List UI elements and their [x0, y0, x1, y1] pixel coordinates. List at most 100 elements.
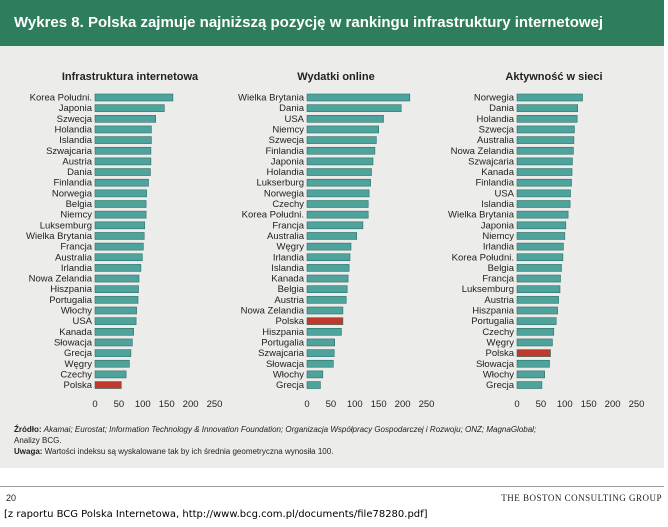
bar-belgia: [94, 200, 147, 208]
bar-islandia: [94, 136, 152, 144]
bar-szwecja: [516, 125, 575, 134]
category-label: Finlandia: [475, 178, 514, 189]
category-label: Nowa Zelandia: [451, 146, 515, 157]
category-label: Norwegia: [474, 93, 515, 104]
category-label: Korea Południ.: [452, 252, 514, 263]
category-label: Słowacja: [54, 337, 93, 348]
category-label: Wielka Brytania: [26, 231, 93, 242]
category-label: Portugalia: [261, 337, 304, 348]
x-tick-label: 0: [92, 399, 97, 410]
category-label: Wielka Brytania: [448, 210, 515, 221]
category-label: Czechy: [60, 369, 92, 380]
bar-słowacja: [94, 338, 133, 347]
category-label: Japonia: [271, 156, 305, 167]
category-label: Nowa Zelandia: [241, 306, 305, 317]
footnote-source-line: Źródło: Akamai; Eurostat; Information Te…: [14, 424, 654, 435]
bar-dania: [516, 104, 579, 112]
category-label: Słowacja: [266, 359, 305, 370]
bar-islandia: [516, 200, 571, 208]
bar-kanada: [94, 327, 135, 336]
x-tick-label: 100: [347, 399, 363, 410]
chart-title: Wykres 8. Polska zajmuje najniższą pozyc…: [14, 14, 604, 31]
bar-hiszpania: [516, 306, 558, 315]
category-label: Hiszpania: [472, 306, 514, 317]
category-label: Niemcy: [272, 124, 304, 135]
category-label: Islandia: [481, 199, 514, 210]
category-label: Grecja: [486, 380, 515, 391]
category-label: Szwecja: [57, 114, 93, 125]
bar-finlandia: [516, 178, 572, 187]
category-label: Finlandia: [265, 146, 304, 157]
bar-węgry: [516, 338, 553, 347]
category-label: Polska: [275, 316, 304, 327]
category-label: Hiszpania: [262, 327, 304, 338]
bar-finlandia: [306, 146, 376, 155]
category-label: Francja: [60, 242, 92, 253]
bar-niemcy: [306, 125, 379, 134]
bar-nowa-zelandia: [94, 274, 140, 283]
bar-francja: [306, 221, 364, 230]
category-label: USA: [284, 114, 304, 125]
category-label: Kanada: [271, 274, 304, 285]
source-text-2: Analizy BCG.: [14, 436, 62, 445]
footer-rule: [0, 486, 664, 487]
bar-grecja: [516, 381, 543, 389]
bar-islandia: [306, 264, 350, 272]
bar-czechy: [516, 327, 555, 336]
bar-belgia: [516, 264, 562, 272]
category-label: Czechy: [272, 199, 304, 210]
category-label: Holandia: [267, 167, 305, 178]
bar-nowa-zelandia: [306, 306, 344, 315]
x-tick-label: 250: [207, 399, 223, 410]
bar-japonia: [94, 104, 165, 112]
footnote-source-line-2: Analizy BCG.: [14, 435, 654, 446]
category-label: Niemcy: [482, 231, 514, 242]
x-tick-label: 200: [395, 399, 411, 410]
footnote: Źródło: Akamai; Eurostat; Information Te…: [14, 424, 654, 457]
category-label: Kanada: [59, 327, 92, 338]
bar-polska: [516, 349, 551, 357]
x-tick-label: 200: [183, 399, 199, 410]
bar-holandia: [306, 168, 372, 176]
category-label: Portugalia: [49, 295, 92, 306]
category-label: Dania: [67, 167, 93, 178]
category-label: Kanada: [481, 167, 514, 178]
bar-portugalia: [306, 338, 336, 347]
category-label: Finlandia: [53, 178, 92, 189]
bar-austria: [306, 296, 347, 304]
bar-grecja: [94, 349, 132, 357]
x-tick-label: 250: [419, 399, 435, 410]
category-label: Norwegia: [264, 188, 305, 199]
bar-portugalia: [516, 317, 557, 325]
x-tick-label: 50: [536, 399, 547, 410]
bar-hiszpania: [306, 327, 342, 336]
publisher-brand: THE BOSTON CONSULTING GROUP: [501, 493, 662, 503]
bar-włochy: [516, 370, 546, 379]
bar-czechy: [94, 370, 127, 379]
x-tick-label: 100: [135, 399, 151, 410]
bar-holandia: [94, 125, 152, 134]
bar-czechy: [306, 200, 369, 208]
bar-usa: [306, 115, 384, 123]
bar-francja: [516, 274, 561, 283]
category-label: Korea Południ.: [242, 210, 304, 221]
category-label: Grecja: [64, 348, 93, 359]
category-label: Niemcy: [60, 210, 92, 221]
bar-portugalia: [94, 296, 139, 304]
category-label: Austria: [62, 156, 92, 167]
category-label: Szwajcaria: [258, 348, 305, 359]
category-label: USA: [72, 316, 92, 327]
category-label: Irlandia: [61, 263, 93, 274]
bar-wielka-brytania: [94, 232, 145, 240]
bar-hiszpania: [94, 285, 139, 293]
bar-węgry: [94, 359, 130, 368]
chart-2-title: Wydatki online: [297, 71, 374, 83]
category-label: Francja: [482, 274, 514, 285]
bar-szwajcaria: [94, 146, 152, 155]
category-label: Islandia: [59, 135, 92, 146]
header-bar: Wykres 8. Polska zajmuje najniższą pozyc…: [0, 0, 664, 46]
bar-włochy: [306, 370, 324, 379]
bar-węgry: [306, 242, 352, 251]
bar-niemcy: [94, 210, 147, 219]
x-tick-label: 50: [114, 399, 125, 410]
